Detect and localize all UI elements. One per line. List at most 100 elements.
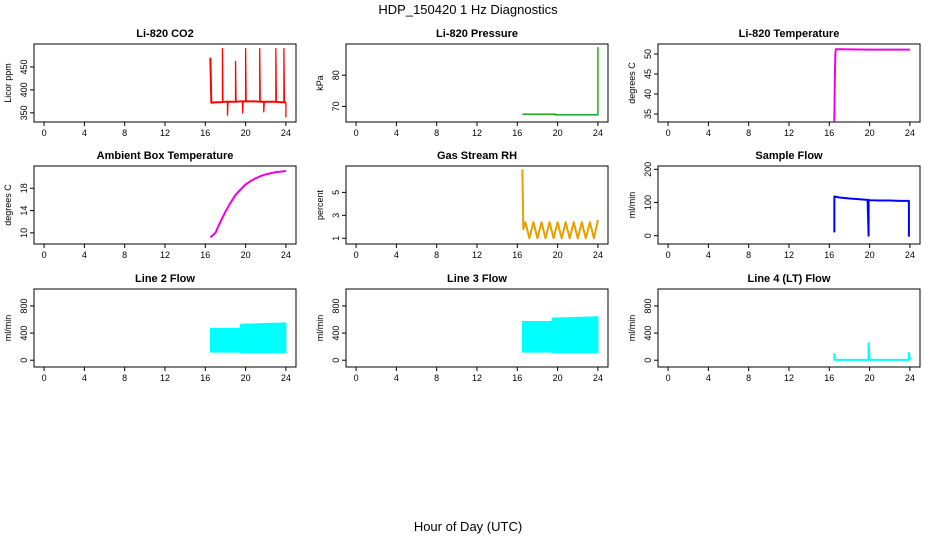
chart-title: Li-820 Pressure (436, 28, 518, 40)
chart-panel: Sample Flow 0 4 8 12 16 20 24 0 100 200 ml/min (627, 150, 921, 260)
plot-frame (657, 288, 921, 368)
series-line (209, 57, 286, 104)
x-tick-label: 12 (472, 128, 482, 138)
x-tick-label: 0 (354, 250, 359, 260)
y-tick-label: 400 (331, 326, 341, 341)
chart-panel: Gas Stream RH 0 4 8 12 16 20 24 1 3 5 percent (315, 150, 609, 260)
series-band (521, 316, 599, 354)
x-tick-label: 4 (706, 373, 711, 383)
y-tick-label: 400 (19, 82, 29, 97)
x-tick-label: 20 (241, 250, 251, 260)
x-tick-label: 20 (865, 373, 875, 383)
x-tick-label: 8 (122, 373, 127, 383)
series-line (522, 47, 599, 116)
plot-frame (657, 43, 921, 123)
x-tick-label: 8 (746, 128, 751, 138)
y-axis-label: kPa (315, 75, 325, 91)
series-line (259, 47, 261, 102)
series-line (241, 101, 244, 114)
x-tick-label: 0 (666, 128, 671, 138)
x-tick-label: 16 (512, 373, 522, 383)
x-tick-label: 8 (746, 373, 751, 383)
x-tick-label: 12 (784, 128, 794, 138)
series-band (209, 322, 287, 354)
x-tick-label: 16 (824, 128, 834, 138)
x-tick-label: 4 (82, 250, 87, 260)
x-tick-label: 20 (241, 373, 251, 383)
figure-title: HDP_150420 1 Hz Diagnostics (378, 2, 558, 17)
series-line (263, 101, 265, 113)
chart-title: Li-820 Temperature (739, 28, 840, 40)
chart-title: Line 2 Flow (135, 273, 195, 285)
y-tick-label: 0 (643, 233, 653, 238)
series-line (283, 47, 286, 103)
y-axis-label: ml/min (627, 315, 637, 342)
chart-panel: Line 3 Flow 0 4 8 12 16 20 24 0 400 800 ml/min (315, 273, 609, 383)
x-tick-label: 0 (354, 373, 359, 383)
y-tick-label: 800 (19, 298, 29, 313)
x-tick-label: 24 (905, 250, 915, 260)
x-tick-label: 16 (200, 373, 210, 383)
chart-title: Line 4 (LT) Flow (748, 273, 831, 285)
y-tick-label: 200 (643, 162, 653, 177)
chart-title: Ambient Box Temperature (97, 150, 234, 162)
x-tick-label: 4 (82, 128, 87, 138)
x-tick-label: 0 (354, 128, 359, 138)
y-tick-label: 0 (643, 358, 653, 363)
x-tick-label: 20 (241, 128, 251, 138)
series-line (244, 47, 247, 102)
y-tick-label: 400 (643, 326, 653, 341)
y-tick-label: 40 (643, 89, 653, 99)
x-tick-label: 12 (472, 373, 482, 383)
series-line (221, 47, 224, 103)
x-tick-label: 12 (160, 128, 170, 138)
x-tick-label: 12 (472, 250, 482, 260)
chart-title: Sample Flow (755, 150, 823, 162)
y-axis-label: degrees C (627, 62, 637, 104)
x-tick-label: 20 (553, 373, 563, 383)
x-tick-label: 12 (160, 373, 170, 383)
x-tick-label: 16 (200, 128, 210, 138)
series-line (833, 342, 911, 361)
series-line (209, 170, 287, 239)
y-tick-label: 800 (331, 298, 341, 313)
series-line (234, 60, 237, 102)
y-axis-label: ml/min (315, 315, 325, 342)
x-tick-label: 4 (706, 250, 711, 260)
y-tick-label: 1 (331, 236, 341, 241)
chart-title: Li-820 CO2 (136, 28, 193, 40)
x-tick-label: 20 (865, 250, 875, 260)
x-tick-label: 12 (160, 250, 170, 260)
x-tick-label: 24 (281, 250, 291, 260)
y-axis-label: degrees C (3, 184, 13, 226)
series-line (833, 195, 910, 237)
x-tick-label: 0 (666, 250, 671, 260)
figure-xlabel: Hour of Day (UTC) (414, 519, 522, 534)
x-tick-label: 20 (865, 128, 875, 138)
series-line (833, 48, 910, 122)
x-tick-label: 16 (200, 250, 210, 260)
chart-panel: Line 2 Flow 0 4 8 12 16 20 24 0 400 800 ml/min (3, 273, 297, 383)
x-tick-label: 4 (82, 373, 87, 383)
y-tick-label: 14 (19, 206, 29, 216)
x-tick-label: 0 (42, 250, 47, 260)
y-tick-label: 5 (331, 190, 341, 195)
y-tick-label: 45 (643, 69, 653, 79)
y-tick-label: 10 (19, 228, 29, 238)
chart-panel: Li-820 Temperature 0 4 8 12 16 20 24 35 40 45 50 deg… (627, 28, 921, 138)
y-tick-label: 800 (643, 298, 653, 313)
x-tick-label: 16 (512, 128, 522, 138)
series-line (275, 47, 277, 102)
x-tick-label: 24 (593, 373, 603, 383)
y-tick-label: 100 (643, 195, 653, 210)
x-tick-label: 8 (434, 373, 439, 383)
x-tick-label: 12 (784, 250, 794, 260)
series-line (226, 101, 229, 116)
y-axis-label: ml/min (627, 192, 637, 219)
x-tick-label: 24 (905, 373, 915, 383)
chart-panel: Line 4 (LT) Flow 0 4 8 12 16 20 24 0 400 800 ml/min (627, 273, 921, 383)
x-tick-label: 24 (593, 128, 603, 138)
x-tick-label: 0 (42, 128, 47, 138)
